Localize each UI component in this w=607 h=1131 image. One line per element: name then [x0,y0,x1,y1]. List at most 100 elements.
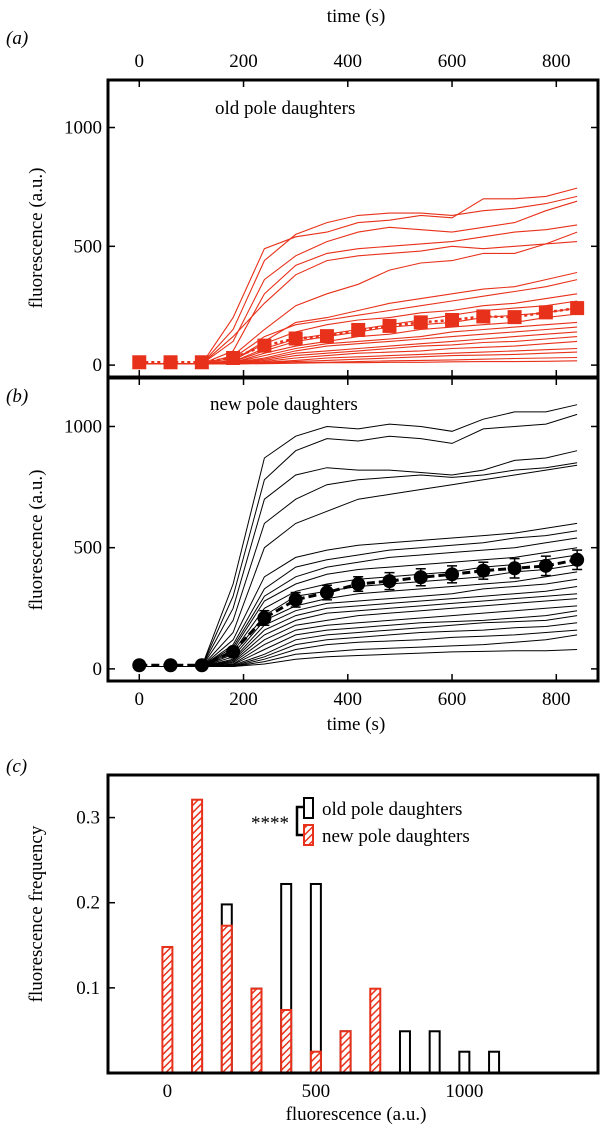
panel-b-xtick-label: 200 [229,689,258,710]
panel-c: (c) fluorescence frequency fluorescence … [6,756,600,1125]
old-pole-mean-marker [288,331,303,346]
new-pole-mean-marker [445,567,460,582]
old-pole-mean-marker [163,355,178,370]
new-pole-mean-marker [570,552,585,567]
new-pole-trace [139,522,578,667]
new-pole-trace [139,571,578,667]
old-pole-trace [139,241,578,365]
panel-b: (b) fluorescence (a.u.) time (s) new pol… [6,376,600,735]
new-pole-trace [139,649,578,667]
panel-a: (a) time (s) fluorescence (a.u.) old pol… [6,6,600,379]
old-pole-mean-marker [226,350,241,365]
panel-b-xtick-label: 400 [334,689,363,710]
new-pole-mean-marker [382,574,397,589]
panel-c-xtick-label: 0 [163,1081,173,1102]
old-pole-trace [139,360,578,365]
panel-a-ytick-label: 1000 [64,118,102,139]
panel-c-ticks: 0 500 1000 0.1 0.2 0.3 [76,808,483,1102]
panel-b-traces [139,404,578,667]
old-pole-trace [139,187,578,365]
panel-b-ytick-label: 500 [74,538,103,559]
panel-b-xlabel: time (s) [327,714,386,735]
old-pole-trace [139,200,578,365]
panel-c-frame [106,773,600,1075]
old-pole-mean-marker [413,315,428,330]
new-pole-mean-marker [163,658,178,673]
new-pole-mean-marker [288,592,303,607]
panel-a-traces [139,187,578,365]
panel-a-label: (a) [6,28,28,49]
new-pole-bar [339,1030,352,1075]
panel-a-ytick-label: 500 [74,236,103,257]
panel-b-annotation: new pole daughters [210,394,358,415]
panel-b-xtick-label: 0 [135,689,145,710]
old-pole-bar [398,1030,411,1075]
panel-c-xtick-label: 1000 [445,1081,483,1102]
old-pole-mean-marker [570,301,585,316]
old-pole-mean-marker [445,312,460,327]
panel-b-frame [106,376,600,683]
new-pole-trace [139,413,578,667]
new-pole-trace [139,462,578,667]
new-pole-bar [309,1050,322,1074]
new-pole-mean-marker [257,610,272,625]
panel-c-xtick-label: 500 [302,1081,331,1102]
panel-c-ytick-label: 0.3 [76,808,100,829]
panel-a-ticks: 0 200 400 600 800 0 500 1000 [64,51,598,377]
new-pole-trace [139,404,578,667]
old-pole-mean-marker [507,310,522,325]
panel-a-ylabel: fluorescence (a.u.) [26,168,47,309]
panel-a-xtick-label-top: 200 [229,51,258,72]
panel-c-legend: **** old pole daughters new pole daughte… [251,797,470,847]
significance-stars: **** [251,813,289,834]
panel-a-xtick-label-top: 0 [135,51,145,72]
new-pole-trace [139,450,578,667]
new-pole-mean-marker [319,585,334,600]
panel-b-ytick-label: 0 [93,659,103,680]
new-pole-mean-marker [413,570,428,585]
old-pole-bar [428,1030,441,1075]
panel-c-ytick-label: 0.2 [76,893,100,914]
old-pole-mean-marker [538,305,553,320]
panel-a-xtick-label-top: 600 [438,51,467,72]
panel-c-ylabel: fluorescence frequency [26,825,47,1002]
legend-swatch-old [303,797,314,819]
legend-label-new: new pole daughters [322,826,470,847]
panel-b-mean-series [132,549,585,673]
old-pole-mean-marker [476,309,491,324]
new-pole-bar [250,987,263,1074]
new-pole-trace [139,464,578,667]
old-pole-bar [488,1050,501,1074]
legend-label-old: old pole daughters [322,799,462,820]
old-pole-mean-marker [382,318,397,333]
panel-b-ylabel: fluorescence (a.u.) [26,470,47,611]
panel-b-label: (b) [6,386,28,407]
new-pole-mean-marker [507,561,522,576]
old-pole-mean-marker [351,322,366,337]
panel-b-ytick-label: 1000 [64,416,102,437]
panel-c-label: (c) [6,756,27,777]
old-pole-bar [309,882,322,1074]
new-pole-mean-marker [226,644,241,659]
old-pole-mean-marker [132,355,147,370]
new-pole-mean-marker [538,558,553,573]
new-pole-bar [161,945,174,1075]
panel-a-xtick-label-top: 400 [334,51,363,72]
old-pole-mean-marker [194,355,209,370]
new-pole-bar [280,1008,293,1074]
panel-a-mean-series [132,301,585,370]
old-pole-trace [139,195,578,365]
old-pole-mean-marker [257,338,272,353]
panel-c-ytick-label: 0.1 [76,978,100,999]
panel-b-xtick-label: 800 [542,689,571,710]
old-pole-trace [139,224,578,365]
new-pole-mean-marker [132,658,147,673]
new-pole-mean-marker [351,577,366,592]
new-pole-bar [191,798,204,1074]
new-pole-bar [220,924,233,1075]
new-pole-mean-marker [476,563,491,578]
panel-b-ticks: 0 200 400 600 800 0 500 1000 [64,378,598,710]
new-pole-bar [369,987,382,1074]
panel-a-xtick-label-top: 800 [542,51,571,72]
